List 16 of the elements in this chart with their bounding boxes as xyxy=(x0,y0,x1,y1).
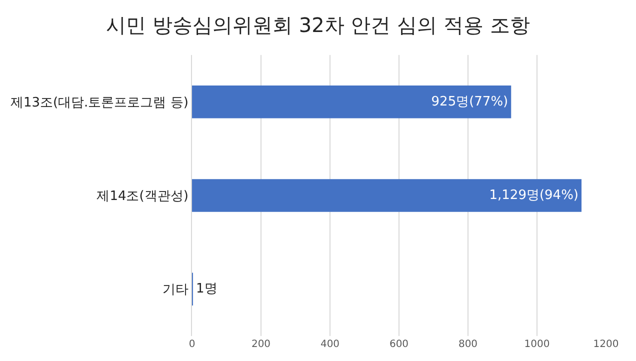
y-tick-label: 제14조(객관성) xyxy=(96,189,188,204)
data-label: 1,129명(94%) xyxy=(489,188,579,203)
x-tick-label: 400 xyxy=(320,339,340,350)
x-tick-label: 0 xyxy=(188,339,196,350)
y-tick-label: 제13조(대담.토론프로그램 등) xyxy=(10,95,188,110)
bar xyxy=(192,85,512,118)
x-tick-label: 800 xyxy=(458,339,478,350)
x-tick-label: 200 xyxy=(251,339,271,350)
data-label: 925명(77%) xyxy=(431,94,508,110)
x-tick-label: 1200 xyxy=(593,339,619,350)
y-tick-label: 기타 xyxy=(162,282,188,298)
chart-title: 시민 방송심의위원회 32차 안건 심의 적용 조항 xyxy=(106,13,530,38)
data-label: 1명 xyxy=(196,282,218,297)
x-tick-label: 1000 xyxy=(524,339,550,350)
bar xyxy=(192,179,582,212)
x-tick-label: 600 xyxy=(389,339,409,350)
